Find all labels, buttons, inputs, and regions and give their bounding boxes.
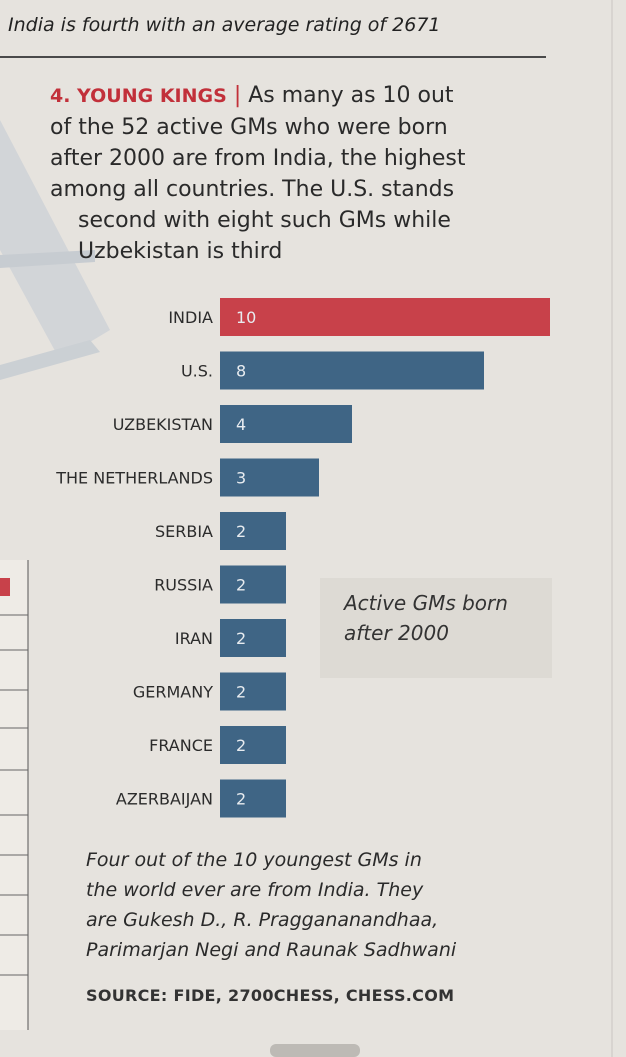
value-label: 2: [236, 629, 246, 648]
category-label: UZBEKISTAN: [113, 415, 213, 434]
bar-chart: INDIA 10 U.S. 8 UZBEKISTAN 4 THE NETHERLANDS 3 S…: [55, 298, 550, 818]
category-label: RUSSIA: [154, 576, 213, 595]
legend-note-line-2: after 2000: [344, 621, 449, 645]
footnote-line-3: are Gukesh D., R. Praggananandhaa,: [86, 909, 439, 931]
headline-line-1: As many as 10 out: [248, 83, 454, 108]
chart-legend-note: Active GMs born after 2000: [344, 588, 554, 648]
footnote-line-4: Parimarjan Negi and Raunak Sadhwani: [86, 939, 457, 961]
value-label: 2: [236, 790, 246, 809]
footnote-line-2: the world ever are from India. They: [86, 879, 424, 901]
headline-kicker: 4. YOUNG KINGS: [50, 85, 227, 107]
value-label: 8: [236, 362, 246, 381]
category-label: THE NETHERLANDS: [55, 469, 213, 488]
category-label: FRANCE: [149, 736, 213, 755]
headline-line-5: second with eight such GMs while: [78, 208, 451, 233]
category-label: GERMANY: [133, 683, 213, 702]
bar-serbia: [220, 512, 286, 550]
legend-note-line-1: Active GMs born: [344, 591, 508, 615]
bar-azerbaijan: [220, 779, 286, 818]
value-label: 10: [236, 308, 256, 327]
category-label: IRAN: [175, 629, 213, 648]
value-label: 4: [236, 415, 246, 434]
headline-separator: |: [233, 83, 242, 108]
headline-line-4: among all countries. The U.S. stands: [50, 177, 455, 202]
category-label: SERBIA: [155, 522, 213, 541]
headline-block: 4. YOUNG KINGS | As many as 10 out of th…: [50, 80, 540, 267]
caption-divider: [0, 56, 546, 58]
value-label: 2: [236, 736, 246, 755]
bar-france: [220, 726, 286, 764]
footnote: Four out of the 10 youngest GMs in the w…: [86, 845, 546, 965]
value-label: 3: [236, 469, 246, 488]
bar-uzbekistan: [220, 405, 352, 443]
bar-germany: [220, 672, 286, 711]
headline-line-2: of the 52 active GMs who were born: [50, 115, 448, 140]
category-label: U.S.: [181, 362, 213, 381]
headline-line-3: after 2000 are from India, the highest: [50, 146, 466, 171]
page-caption: India is fourth with an average rating o…: [8, 14, 441, 36]
footnote-line-1: Four out of the 10 youngest GMs in: [86, 849, 422, 871]
source-credit: SOURCE: FIDE, 2700CHESS, CHESS.COM: [86, 986, 455, 1005]
value-label: 2: [236, 683, 246, 702]
category-label: INDIA: [168, 308, 213, 327]
category-label: AZERBAIJAN: [116, 790, 213, 809]
headline-line-6: Uzbekistan is third: [78, 239, 283, 264]
bar-iran: [220, 619, 286, 657]
bar-u-s: [220, 351, 484, 390]
bar-india: [220, 298, 550, 336]
value-label: 2: [236, 576, 246, 595]
bar-russia: [220, 565, 286, 604]
bar-the-netherlands: [220, 458, 319, 497]
value-label: 2: [236, 522, 246, 541]
